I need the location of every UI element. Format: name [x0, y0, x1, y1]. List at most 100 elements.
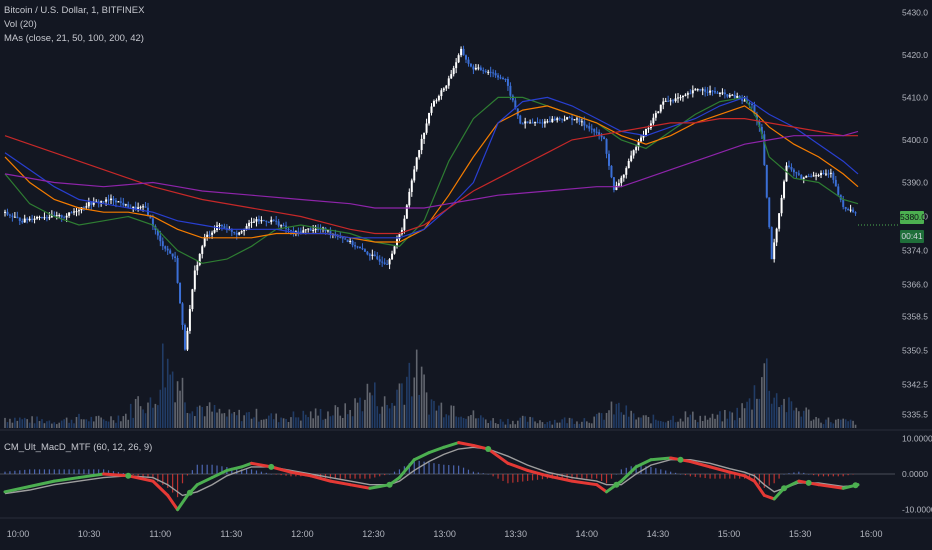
- volume-bar: [33, 423, 36, 428]
- candle-body: [134, 206, 137, 209]
- macd-histogram-bar: [9, 471, 11, 474]
- volume-bar: [462, 417, 465, 428]
- candle-body: [723, 92, 726, 95]
- macd-line-segment: [545, 474, 574, 483]
- macd-line-segment: [526, 468, 549, 478]
- volume-bar: [487, 423, 490, 428]
- volume-bar: [701, 421, 704, 428]
- volume-bar: [147, 402, 149, 428]
- volume-bar: [68, 422, 70, 428]
- candle-body: [149, 215, 152, 219]
- candle-body: [790, 166, 793, 170]
- macd-histogram-bar: [423, 461, 425, 474]
- candle-body: [423, 132, 426, 139]
- candle-body: [28, 218, 31, 221]
- macd-line-segment: [743, 474, 756, 483]
- macd-line-segment: [269, 465, 293, 474]
- candle-body: [344, 238, 347, 240]
- volume-bar: [359, 397, 361, 428]
- candle-body: [435, 100, 438, 102]
- candle-body: [398, 234, 401, 240]
- candle-body: [341, 237, 344, 239]
- volume-bar: [652, 414, 655, 428]
- candle-body: [48, 217, 51, 219]
- macd-histogram-bar: [68, 469, 70, 474]
- volume-bar: [460, 416, 462, 428]
- candle-body: [526, 121, 529, 123]
- macd-histogram-bar: [191, 470, 193, 474]
- macd-line-segment: [506, 461, 530, 472]
- candle-body: [758, 121, 761, 127]
- candle-body: [11, 215, 14, 217]
- macd-histogram-bar: [295, 474, 297, 477]
- volume-bar: [290, 417, 292, 428]
- candle-body: [415, 157, 418, 170]
- candle-body: [667, 100, 670, 102]
- candle-body: [659, 104, 662, 112]
- last-price-tag: 5380.0: [900, 211, 926, 224]
- macd-histogram-bar: [142, 474, 144, 477]
- candle-body: [817, 175, 820, 177]
- volume-bar: [497, 424, 499, 428]
- volume-bar: [391, 402, 393, 428]
- candle-body: [472, 66, 475, 70]
- macd-histogram-bar: [428, 462, 430, 474]
- macd-histogram-bar: [714, 474, 716, 479]
- candle-body: [691, 90, 694, 94]
- volume-bar: [112, 420, 115, 428]
- macd-histogram-bar: [329, 474, 332, 479]
- candle-body: [726, 94, 729, 97]
- candle-body: [750, 104, 753, 106]
- volume-bar: [765, 358, 768, 428]
- volume-bar: [137, 396, 139, 428]
- volume-bar: [297, 417, 300, 428]
- volume-bar: [773, 397, 775, 428]
- candle-body: [763, 134, 766, 165]
- volume-bar: [9, 418, 11, 428]
- volume-bar: [694, 419, 697, 428]
- candle-body: [694, 89, 697, 91]
- macd-histogram-bar: [152, 474, 154, 479]
- macd-histogram-bar: [556, 474, 558, 479]
- candle-body: [280, 225, 283, 227]
- macd-histogram-bar: [93, 469, 95, 474]
- candle-body: [548, 121, 551, 123]
- chart-legend: Bitcoin / U.S. Dollar, 1, BITFINEX Vol (…: [4, 4, 144, 46]
- macd-histogram-bar: [201, 464, 203, 474]
- volume-bar: [43, 423, 46, 428]
- macd-histogram-bar: [852, 474, 854, 475]
- volume-bar: [95, 416, 98, 428]
- volume-bar: [581, 421, 583, 428]
- candle-body: [829, 172, 832, 174]
- macd-line-segment: [240, 461, 254, 469]
- volume-bar: [60, 420, 63, 428]
- volume-bar: [805, 407, 808, 428]
- candle-body: [773, 242, 776, 260]
- candle-body: [144, 206, 147, 208]
- volume-bar: [346, 414, 349, 428]
- macd-histogram-bar: [246, 469, 248, 474]
- volume-bar: [827, 417, 830, 428]
- volume-bar: [240, 421, 243, 428]
- candle-body: [753, 105, 756, 115]
- macd-histogram-bar: [650, 467, 652, 474]
- macd-histogram-bar: [517, 474, 519, 483]
- candle-body: [849, 209, 852, 211]
- candle-body: [514, 100, 517, 109]
- volume-bar: [802, 410, 805, 428]
- macd-histogram-bar: [162, 474, 164, 485]
- macd-histogram-bar: [679, 474, 682, 475]
- volume-legend: Vol (20): [4, 19, 37, 30]
- volume-bar: [337, 407, 339, 428]
- candle-body: [430, 106, 433, 113]
- volume-bar: [420, 366, 423, 428]
- candle-body: [302, 230, 305, 233]
- candle-body: [812, 175, 815, 177]
- candle-body: [437, 96, 440, 101]
- volume-bar: [174, 402, 176, 428]
- volume-bar: [800, 416, 803, 428]
- macd-histogram-bar: [591, 474, 593, 479]
- candle-body: [90, 202, 93, 205]
- candle-body: [171, 253, 174, 257]
